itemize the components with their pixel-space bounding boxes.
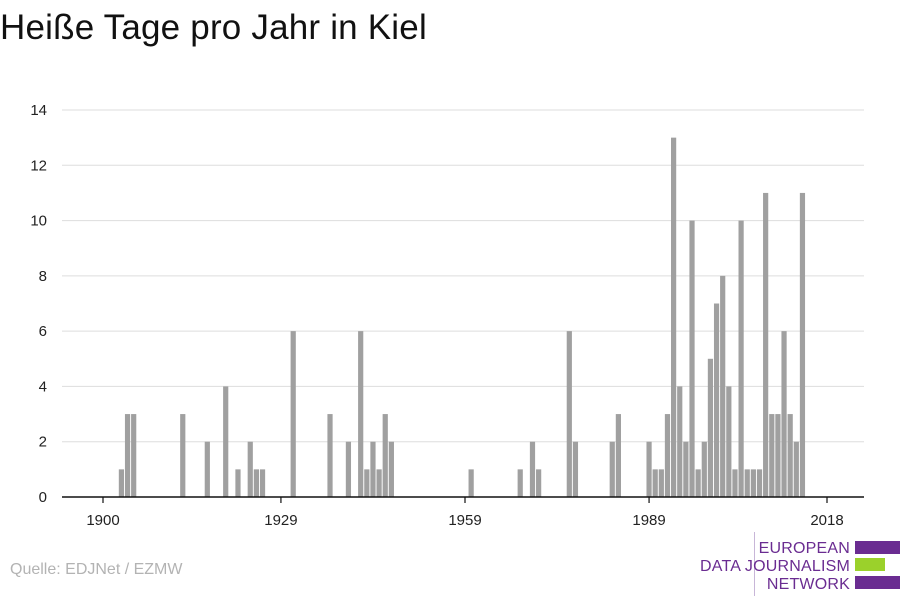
bar <box>253 469 259 497</box>
bar <box>763 192 769 497</box>
bar <box>388 441 394 497</box>
bar <box>713 303 720 497</box>
logo-divider <box>754 532 755 596</box>
bar <box>689 220 695 497</box>
bar <box>204 441 210 497</box>
bar <box>235 469 241 497</box>
logo-bar-middle <box>855 558 885 571</box>
bar <box>131 414 137 497</box>
bar <box>671 137 677 497</box>
bar <box>677 386 683 497</box>
bar <box>615 414 621 497</box>
bar <box>247 441 253 497</box>
x-tick-label: 1929 <box>264 512 297 529</box>
bar <box>572 441 579 497</box>
edjnet-logo: EUROPEAN DATA JOURNALISM NETWORK <box>700 532 900 598</box>
bar <box>376 469 382 497</box>
tick-labels: 0 2 4 6 8 10 12 14 1900 1929 1959 1989 2018 <box>30 102 843 529</box>
chart-title: Heiße Tage pro Jahr in Kiel <box>0 8 427 47</box>
x-tick-label: 1959 <box>448 512 481 529</box>
bar <box>124 414 131 497</box>
y-tick-label: 6 <box>39 323 47 340</box>
bar <box>118 469 125 497</box>
bar <box>738 220 744 497</box>
bar <box>529 441 536 497</box>
bar <box>750 469 756 497</box>
bar <box>223 386 229 497</box>
logo-bar-bottom <box>855 576 900 589</box>
bars <box>118 137 806 497</box>
axes <box>62 496 864 503</box>
x-tick-label: 1989 <box>632 512 665 529</box>
logo-line-european: EUROPEAN <box>758 540 850 557</box>
bar <box>707 358 714 497</box>
bar <box>726 386 732 497</box>
logo-line-network: NETWORK <box>766 576 850 593</box>
bar <box>744 469 750 497</box>
bar <box>701 441 707 497</box>
y-tick-label: 12 <box>30 157 47 174</box>
y-tick-label: 8 <box>39 268 47 285</box>
y-tick-label: 2 <box>39 434 47 451</box>
bar <box>732 469 738 497</box>
bar <box>345 441 352 497</box>
bar <box>695 469 701 497</box>
bar <box>756 469 763 497</box>
y-tick-label: 4 <box>39 378 47 395</box>
bar <box>799 192 806 497</box>
x-tick-label: 1900 <box>86 512 119 529</box>
bar <box>646 441 652 497</box>
source-note: Quelle: EDJNet / EZMW <box>10 561 183 578</box>
bar <box>664 414 671 497</box>
bar <box>358 331 364 497</box>
bar <box>720 275 726 497</box>
y-tick-label: 10 <box>30 213 47 230</box>
y-tick-label: 14 <box>30 102 47 119</box>
bar <box>382 414 388 497</box>
bar <box>180 414 186 497</box>
bar <box>652 469 658 497</box>
bar <box>468 469 474 497</box>
gridlines <box>62 109 864 443</box>
bar <box>327 414 333 497</box>
y-tick-label: 0 <box>39 489 47 506</box>
bar <box>769 414 775 497</box>
bar <box>364 469 370 497</box>
bar <box>775 414 781 497</box>
bar <box>517 469 523 497</box>
bar <box>370 441 376 497</box>
logo-line-data-journalism: DATA JOURNALISM <box>700 558 850 575</box>
bar <box>259 469 266 497</box>
logo-bar-top <box>855 541 900 554</box>
bar <box>536 469 542 497</box>
bar <box>658 469 664 497</box>
bar <box>609 441 615 497</box>
bar <box>566 331 572 497</box>
bar <box>793 441 799 497</box>
bar <box>290 331 296 497</box>
bar <box>781 331 787 497</box>
bar <box>683 441 689 497</box>
bar <box>787 414 793 497</box>
x-tick-label: 2018 <box>810 512 843 529</box>
